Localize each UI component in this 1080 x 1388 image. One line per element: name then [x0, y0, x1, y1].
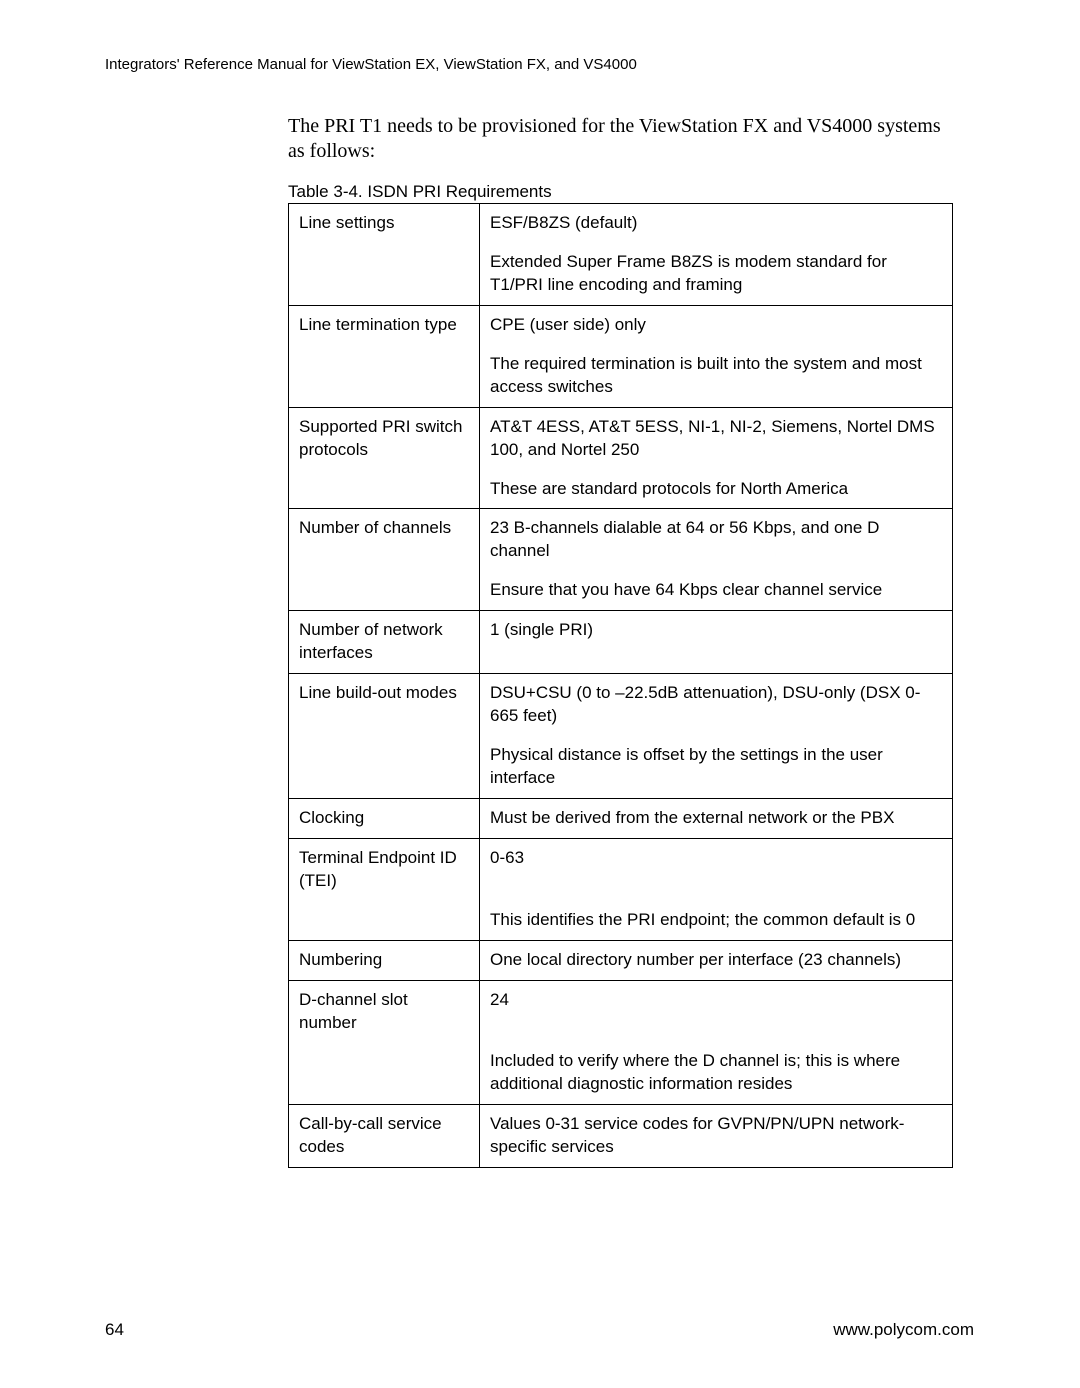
- cell-detail: Included to verify where the D channel i…: [480, 1042, 953, 1104]
- cell-value: CPE (user side) only: [480, 305, 953, 344]
- table-row: Number of network interfaces 1 (single P…: [289, 611, 953, 674]
- cell-detail: This identifies the PRI endpoint; the co…: [480, 901, 953, 940]
- cell-detail: The required termination is built into t…: [480, 345, 953, 407]
- table-row: Terminal Endpoint ID (TEI) 0-63: [289, 838, 953, 900]
- cell-label-cont: [289, 736, 480, 798]
- cell-value: One local directory number per interface…: [480, 940, 953, 980]
- cell-label: D-channel slot number: [289, 980, 480, 1042]
- table-row: Line settings ESF/B8ZS (default): [289, 204, 953, 243]
- footer-url: www.polycom.com: [833, 1320, 974, 1340]
- table-caption: Table 3-4. ISDN PRI Requirements: [288, 182, 552, 202]
- table-row: Line build-out modes DSU+CSU (0 to –22.5…: [289, 674, 953, 736]
- cell-value: 0-63: [480, 838, 953, 900]
- cell-label: Terminal Endpoint ID (TEI): [289, 838, 480, 900]
- cell-label-cont: [289, 243, 480, 305]
- cell-label-cont: [289, 345, 480, 407]
- table-row: Number of channels 23 B-channels dialabl…: [289, 509, 953, 571]
- running-header: Integrators' Reference Manual for ViewSt…: [105, 56, 637, 73]
- cell-label-cont: [289, 901, 480, 940]
- intro-paragraph: The PRI T1 needs to be provisioned for t…: [288, 114, 950, 164]
- cell-label: Number of network interfaces: [289, 611, 480, 674]
- table-row: Supported PRI switch protocols AT&T 4ESS…: [289, 407, 953, 469]
- page-number: 64: [105, 1320, 124, 1340]
- cell-label: Supported PRI switch protocols: [289, 407, 480, 469]
- cell-label-cont: [289, 571, 480, 610]
- table-row: Physical distance is offset by the setti…: [289, 736, 953, 798]
- table-row: This identifies the PRI endpoint; the co…: [289, 901, 953, 940]
- table-row: Line termination type CPE (user side) on…: [289, 305, 953, 344]
- table-row: These are standard protocols for North A…: [289, 470, 953, 509]
- cell-detail: These are standard protocols for North A…: [480, 470, 953, 509]
- table-row: Included to verify where the D channel i…: [289, 1042, 953, 1104]
- cell-label: Number of channels: [289, 509, 480, 571]
- table-row: D-channel slot number 24: [289, 980, 953, 1042]
- cell-value: ESF/B8ZS (default): [480, 204, 953, 243]
- table-row: Ensure that you have 64 Kbps clear chann…: [289, 571, 953, 610]
- cell-label: Call-by-call service codes: [289, 1105, 480, 1168]
- cell-detail: Ensure that you have 64 Kbps clear chann…: [480, 571, 953, 610]
- table-row: Numbering One local directory number per…: [289, 940, 953, 980]
- cell-value: 23 B-channels dialable at 64 or 56 Kbps,…: [480, 509, 953, 571]
- cell-label: Numbering: [289, 940, 480, 980]
- cell-value: Values 0-31 service codes for GVPN/PN/UP…: [480, 1105, 953, 1168]
- cell-value: 24: [480, 980, 953, 1042]
- cell-label: Line settings: [289, 204, 480, 243]
- cell-value: 1 (single PRI): [480, 611, 953, 674]
- cell-detail: Extended Super Frame B8ZS is modem stand…: [480, 243, 953, 305]
- cell-label: Line termination type: [289, 305, 480, 344]
- cell-label-cont: [289, 1042, 480, 1104]
- page: Integrators' Reference Manual for ViewSt…: [0, 0, 1080, 1388]
- table-row: Clocking Must be derived from the extern…: [289, 798, 953, 838]
- cell-value: Must be derived from the external networ…: [480, 798, 953, 838]
- cell-value: DSU+CSU (0 to –22.5dB attenuation), DSU-…: [480, 674, 953, 736]
- cell-value: AT&T 4ESS, AT&T 5ESS, NI-1, NI-2, Siemen…: [480, 407, 953, 469]
- isdn-pri-requirements-table: Line settings ESF/B8ZS (default) Extende…: [288, 203, 953, 1168]
- cell-label: Line build-out modes: [289, 674, 480, 736]
- cell-label: Clocking: [289, 798, 480, 838]
- cell-label-cont: [289, 470, 480, 509]
- table-row: Extended Super Frame B8ZS is modem stand…: [289, 243, 953, 305]
- cell-detail: Physical distance is offset by the setti…: [480, 736, 953, 798]
- table-row: The required termination is built into t…: [289, 345, 953, 407]
- table-row: Call-by-call service codes Values 0-31 s…: [289, 1105, 953, 1168]
